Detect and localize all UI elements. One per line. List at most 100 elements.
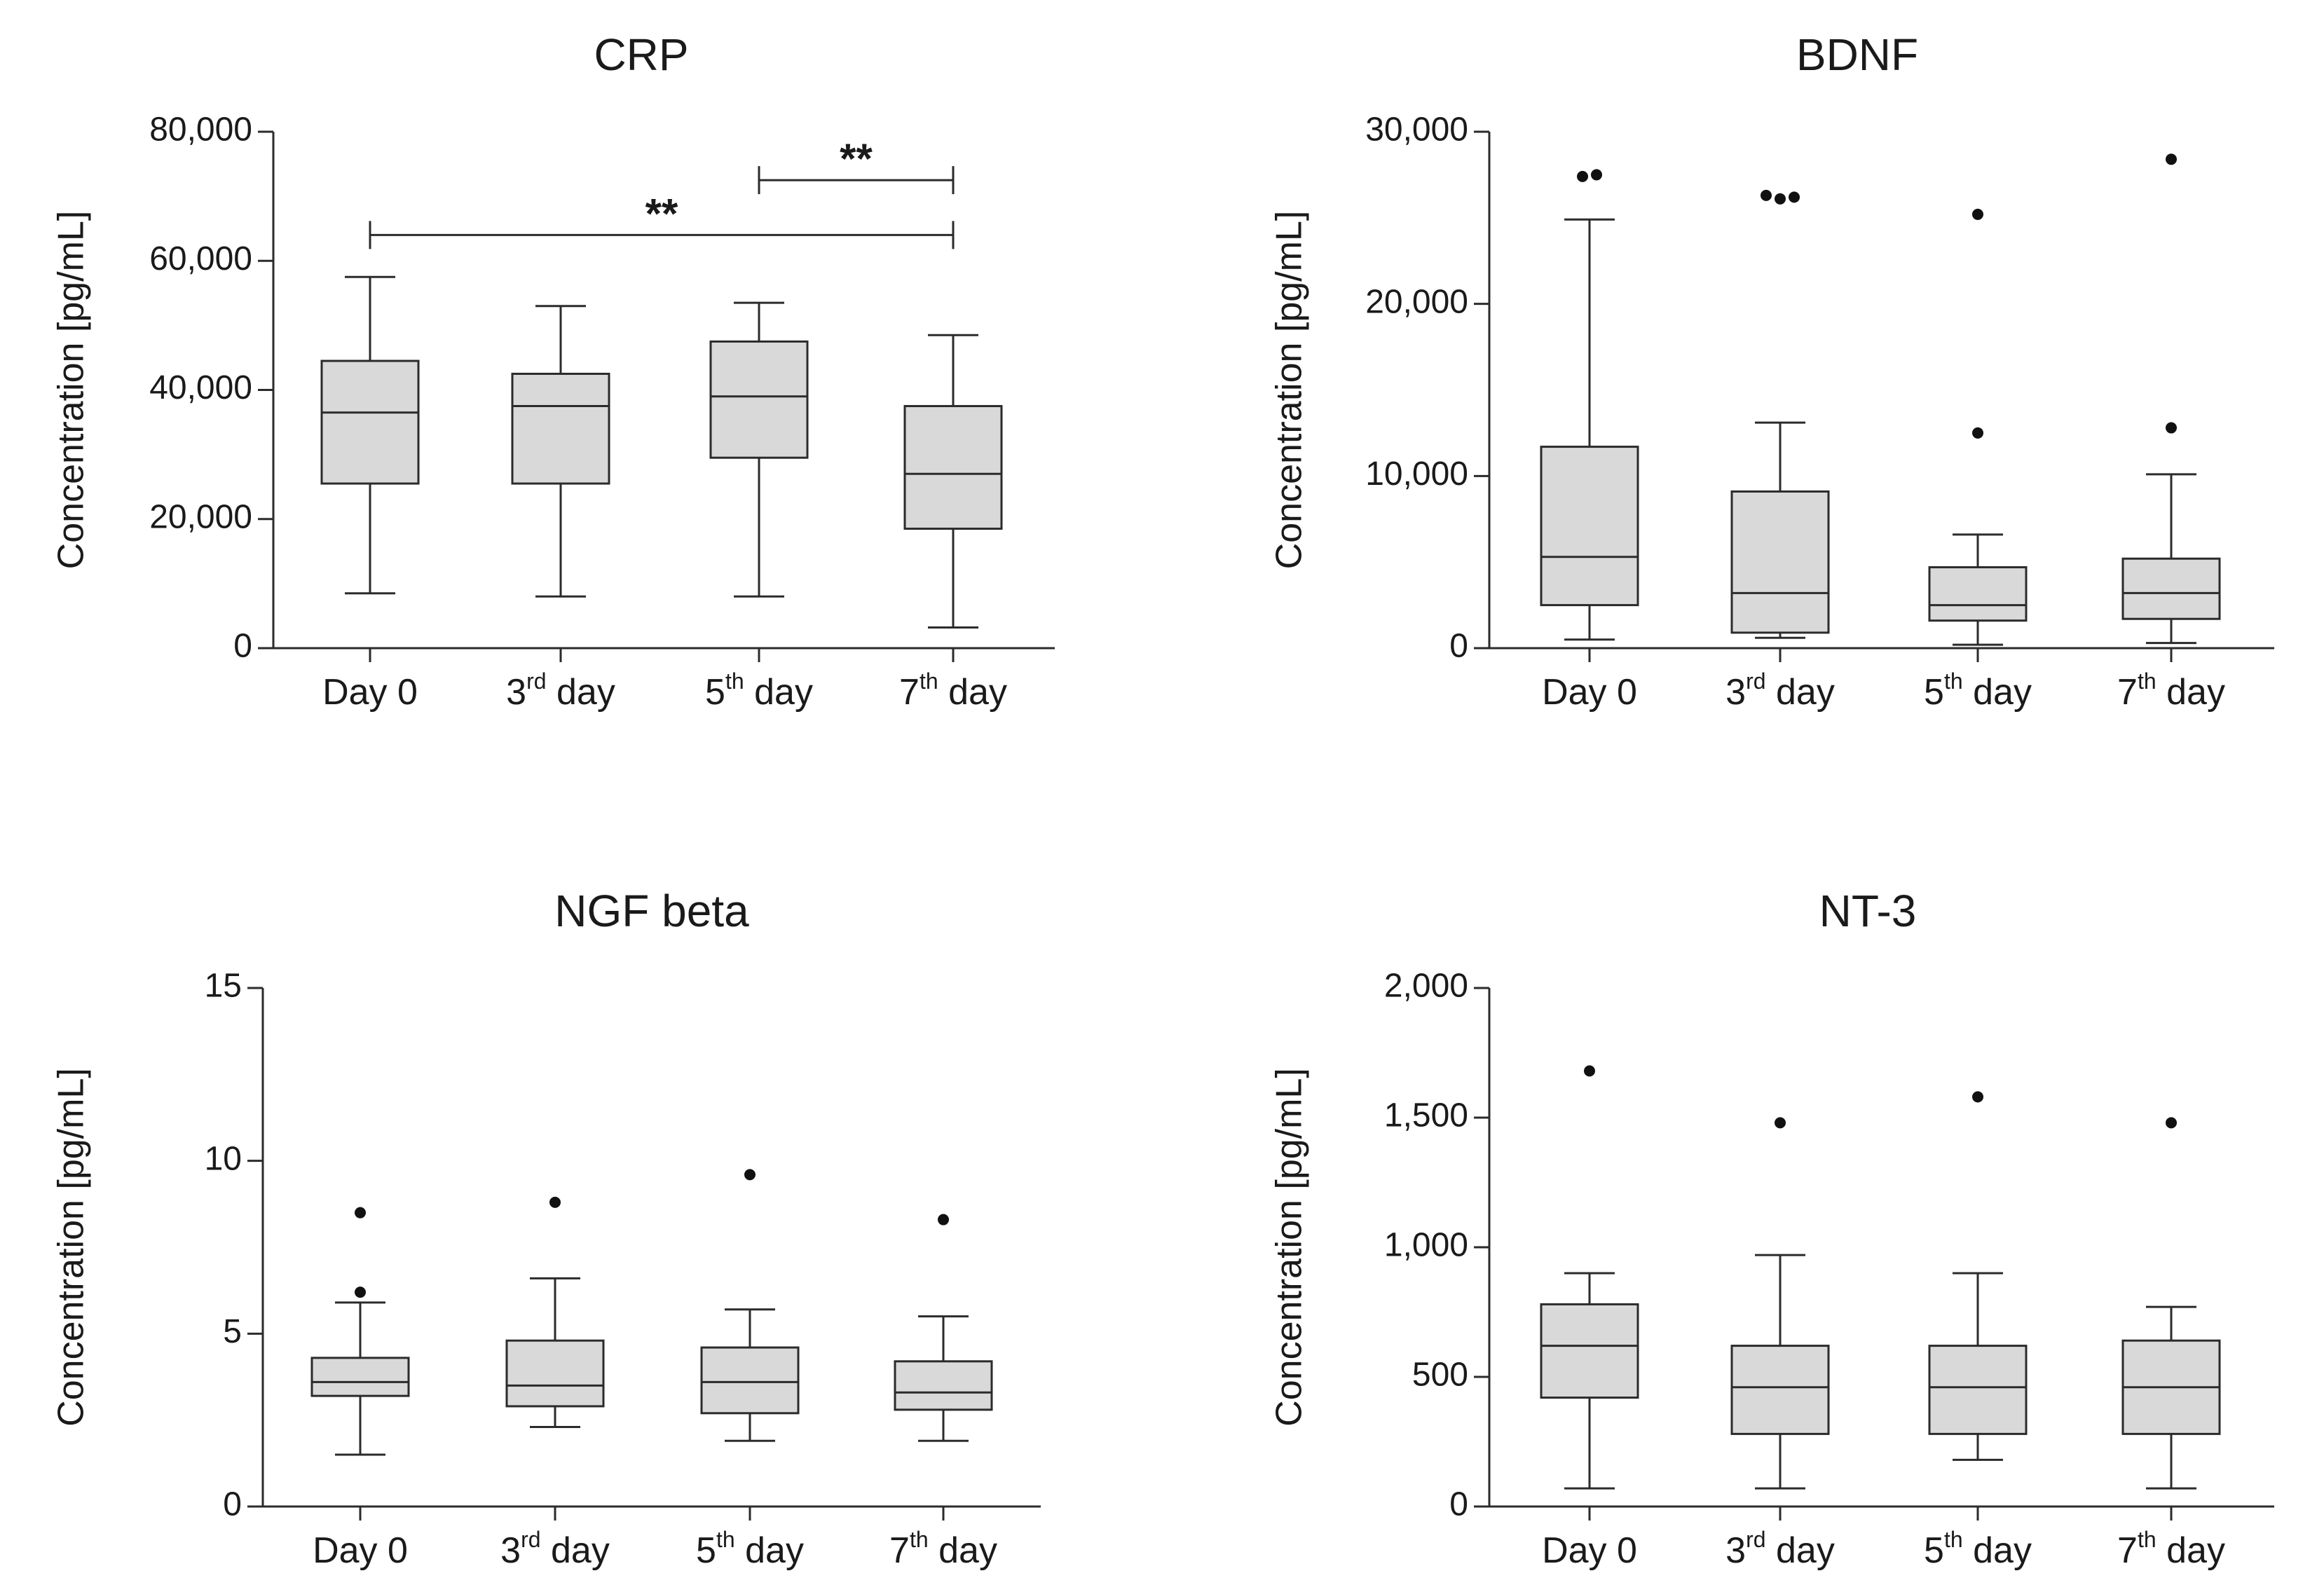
box-0 (1540, 169, 1639, 641)
y-tick-label: 80,000 (149, 111, 252, 149)
x-tick-label: 7th day (2117, 1527, 2225, 1571)
box-2 (700, 1169, 800, 1442)
iqr-box (894, 1360, 993, 1411)
y-tick-label: 1,500 (1384, 1097, 1468, 1134)
iqr-box (320, 359, 420, 485)
x-tick-label: 3rd day (1725, 668, 1835, 713)
y-tick-label: 0 (1449, 628, 1468, 665)
outlier-point (1577, 170, 1588, 182)
x-tick-label: 7th day (899, 668, 1007, 713)
significance-label: ** (645, 190, 678, 237)
panel-2: NGF beta Concentration [pg/mL] 0 5 10 15 Day 0… (51, 886, 1041, 1571)
iqr-box (709, 340, 809, 459)
y-tick-label: 10 (205, 1140, 242, 1177)
box-3 (2121, 1117, 2221, 1490)
outlier-point (1591, 169, 1602, 181)
iqr-box (1730, 1345, 1830, 1435)
y-tick-label: 2,000 (1384, 968, 1468, 1005)
box-1 (1730, 189, 1830, 639)
y-tick-label: 1,000 (1384, 1227, 1468, 1264)
y-tick-label: 5 (223, 1313, 242, 1350)
box-1 (505, 1196, 605, 1429)
outlier-point (355, 1207, 366, 1219)
box-2 (709, 301, 809, 598)
iqr-box (310, 1357, 410, 1397)
outlier-point (1775, 1117, 1786, 1129)
panel-0: CRP Concentration [pg/mL] 0 20,000 40,000 60,… (51, 29, 1055, 713)
iqr-box (1730, 490, 1830, 634)
y-tick-label: 15 (205, 968, 242, 1005)
outlier-point (1789, 191, 1800, 203)
outlier-point (549, 1196, 561, 1208)
box-2 (1928, 1091, 2028, 1461)
outlier-point (938, 1214, 949, 1226)
y-tick-label: 0 (1449, 1486, 1468, 1523)
iqr-box (1540, 1303, 1639, 1399)
x-tick-label: 5th day (696, 1527, 804, 1571)
iqr-box (505, 1339, 605, 1408)
significance-bracket: ** (369, 190, 955, 249)
panel-title: NGF beta (554, 886, 749, 936)
x-tick-label: 7th day (889, 1527, 997, 1571)
box-0 (310, 1207, 410, 1456)
outlier-point (1972, 208, 1983, 220)
x-tick-label: Day 0 (313, 1530, 408, 1571)
y-tick-label: 10,000 (1365, 455, 1468, 493)
outlier-point (2166, 153, 2177, 165)
iqr-box (903, 405, 1003, 530)
outlier-point (1761, 189, 1772, 201)
outlier-point (1972, 1091, 1983, 1103)
y-tick-label: 20,000 (1365, 283, 1468, 320)
box-1 (1730, 1117, 1830, 1490)
box-2 (1928, 208, 2028, 646)
outlier-point (744, 1169, 756, 1181)
y-tick-label: 40,000 (149, 369, 252, 406)
x-tick-label: 5th day (1924, 1527, 2032, 1571)
outlier-point (1584, 1065, 1595, 1077)
y-tick-label: 500 (1412, 1357, 1468, 1394)
panel-title: CRP (594, 29, 688, 80)
y-tick-label: 20,000 (149, 498, 252, 535)
y-tick-label: 0 (223, 1486, 242, 1523)
panel-title: BDNF (1796, 29, 1918, 80)
outlier-point (1972, 427, 1983, 439)
y-tick-label: 60,000 (149, 240, 252, 277)
iqr-box (700, 1346, 800, 1415)
outlier-point (2166, 1117, 2177, 1129)
y-axis-title: Concentration [pg/mL] (51, 1068, 92, 1427)
y-axis-title: Concentration [pg/mL] (1269, 211, 1310, 570)
significance-bracket: ** (758, 135, 955, 195)
x-tick-label: Day 0 (1542, 672, 1637, 713)
y-tick-label: 30,000 (1365, 111, 1468, 149)
panel-title: NT-3 (1819, 886, 1917, 936)
box-3 (2121, 153, 2221, 645)
box-0 (320, 275, 420, 595)
x-tick-label: 3rd day (506, 668, 615, 713)
box-3 (894, 1214, 993, 1442)
x-tick-label: 7th day (2117, 668, 2225, 713)
y-axis-title: Concentration [pg/mL] (1269, 1068, 1310, 1427)
iqr-box (1928, 1345, 2028, 1435)
panel-1: BDNF Concentration [pg/mL] 0 10,000 20,000 30… (1269, 29, 2274, 713)
y-tick-label: 0 (233, 628, 252, 665)
significance-label: ** (840, 135, 873, 182)
iqr-box (2121, 557, 2221, 620)
x-tick-label: 5th day (1924, 668, 2032, 713)
panel-3: NT-3 Concentration [pg/mL] 0 500 1,000 1,500 2… (1269, 886, 2274, 1571)
x-tick-label: 5th day (705, 668, 813, 713)
outlier-point (1775, 193, 1786, 205)
iqr-box (1928, 566, 2028, 622)
iqr-box (1540, 446, 1639, 607)
outlier-point (2166, 422, 2177, 434)
box-0 (1540, 1065, 1639, 1490)
x-tick-label: Day 0 (1542, 1530, 1637, 1571)
iqr-box (511, 372, 610, 485)
box-3 (903, 334, 1003, 629)
x-tick-label: 3rd day (500, 1527, 610, 1571)
outlier-point (355, 1286, 366, 1298)
y-axis-title: Concentration [pg/mL] (51, 211, 92, 570)
x-tick-label: 3rd day (1725, 1527, 1835, 1571)
x-tick-label: Day 0 (322, 672, 418, 713)
box-1 (511, 305, 610, 598)
